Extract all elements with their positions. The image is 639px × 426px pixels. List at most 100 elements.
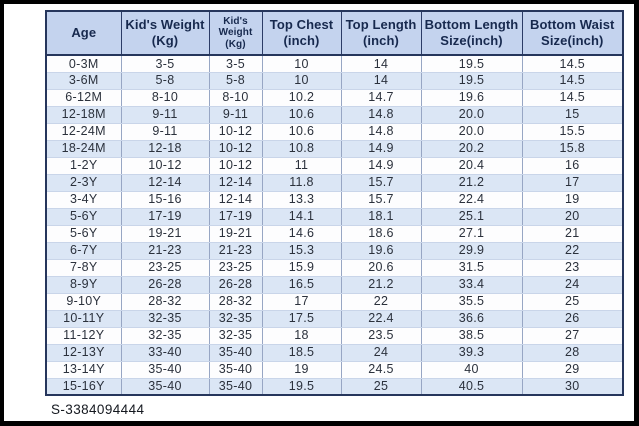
table-cell: 14.8 xyxy=(340,123,421,141)
table-row: 11-12Y 32-35 32-35 18 23.5 38.5 27 xyxy=(45,327,623,345)
table-cell: 18.5 xyxy=(261,344,341,362)
table-cell: 11-12Y xyxy=(45,327,121,345)
table-cell: 23.5 xyxy=(340,327,421,345)
table-cell: 20.2 xyxy=(420,140,522,158)
table-cell: 12-18 xyxy=(120,140,209,158)
table-cell: 21-23 xyxy=(208,242,262,260)
table-cell: 40 xyxy=(420,361,522,379)
table-cell: 0-3M xyxy=(45,55,121,73)
table-cell: 13-14Y xyxy=(45,361,121,379)
table-cell: 10.8 xyxy=(261,140,341,158)
table-cell: 32-35 xyxy=(208,310,262,328)
table-cell: 3-4Y xyxy=(45,191,121,209)
table-cell: 28 xyxy=(521,344,623,362)
table-cell: 9-11 xyxy=(208,106,262,124)
header-row: Age Kid's Weight (Kg) Kid's Weight (Kg) Top Ch… xyxy=(46,11,623,56)
table-cell: 1-2Y xyxy=(45,157,121,175)
table-cell: 13.3 xyxy=(261,191,341,209)
table-cell: 25.1 xyxy=(420,208,522,226)
table-row: 18-24M 12-18 10-12 10.8 14.9 20.2 15.8 xyxy=(45,140,623,158)
table-cell: 32-35 xyxy=(120,310,209,328)
table-cell: 19-21 xyxy=(120,225,209,243)
table-cell: 27 xyxy=(521,327,623,345)
table-cell: 28-32 xyxy=(208,293,262,311)
table-cell: 5-8 xyxy=(208,72,262,90)
table-cell: 19.6 xyxy=(340,242,421,260)
table-cell: 18.1 xyxy=(340,208,421,226)
table-cell: 14.9 xyxy=(340,140,421,158)
table-cell: 20.0 xyxy=(420,106,522,124)
table-cell: 24.5 xyxy=(340,361,421,379)
table-cell: 10-12 xyxy=(208,140,262,158)
table-cell: 18.6 xyxy=(340,225,421,243)
table-cell: 36.6 xyxy=(420,310,522,328)
table-cell: 17-19 xyxy=(120,208,209,226)
table-cell: 35.5 xyxy=(420,293,522,311)
table-cell: 5-6Y xyxy=(45,225,121,243)
table-cell: 10.2 xyxy=(261,89,341,107)
table-cell: 38.5 xyxy=(420,327,522,345)
table-row: 8-9Y 26-28 26-28 16.5 21.2 33.4 24 xyxy=(45,276,623,294)
table-cell: 11 xyxy=(261,157,341,175)
table-cell: 5-8 xyxy=(120,72,209,90)
table-cell: 27.1 xyxy=(420,225,522,243)
table-cell: 28-32 xyxy=(120,293,209,311)
table-row: 13-14Y 35-40 35-40 19 24.5 40 29 xyxy=(45,361,623,379)
table-cell: 9-10Y xyxy=(45,293,121,311)
table-cell: 8-9Y xyxy=(45,276,121,294)
column-header-4: Top Chest (inch) xyxy=(261,11,341,56)
column-header-2: Kid's Weight (Kg) xyxy=(120,11,209,56)
table-cell: 19-21 xyxy=(208,225,262,243)
table-cell: 14.6 xyxy=(261,225,341,243)
table-cell: 17 xyxy=(521,174,623,192)
table-row: 2-3Y 12-14 12-14 11.8 15.7 21.2 17 xyxy=(45,174,623,192)
table-cell: 16 xyxy=(521,157,623,175)
table-cell: 12-14 xyxy=(208,191,262,209)
table-cell: 23 xyxy=(521,259,623,277)
table-cell: 19.5 xyxy=(420,72,522,90)
table-cell: 19.5 xyxy=(261,378,341,395)
table-cell: 23-25 xyxy=(208,259,262,277)
table-cell: 32-35 xyxy=(208,327,262,345)
table-cell: 3-5 xyxy=(208,55,262,73)
table-cell: 9-11 xyxy=(120,106,209,124)
table-cell: 10 xyxy=(261,55,341,73)
table-row: 1-2Y 10-12 10-12 11 14.9 20.4 16 xyxy=(45,157,623,175)
table-cell: 21.2 xyxy=(340,276,421,294)
table-cell: 26 xyxy=(521,310,623,328)
table-cell: 15.7 xyxy=(340,174,421,192)
table-cell: 3-6M xyxy=(45,72,121,90)
table-cell: 10 xyxy=(261,72,341,90)
table-cell: 11.8 xyxy=(261,174,341,192)
table-cell: 12-14 xyxy=(120,174,209,192)
table-cell: 14 xyxy=(340,72,421,90)
table-cell: 29.9 xyxy=(420,242,522,260)
table-cell: 33.4 xyxy=(420,276,522,294)
table-row: 12-24M 9-11 10-12 10.6 14.8 20.0 15.5 xyxy=(45,123,623,141)
table-cell: 25 xyxy=(521,293,623,311)
chart-sheet: Age Kid's Weight (Kg) Kid's Weight (Kg) Top Ch… xyxy=(4,4,634,421)
table-cell: 15.3 xyxy=(261,242,341,260)
table-cell: 19 xyxy=(521,191,623,209)
table-cell: 6-12M xyxy=(45,89,121,107)
table-cell: 20.0 xyxy=(420,123,522,141)
table-cell: 26-28 xyxy=(120,276,209,294)
column-header-6: Bottom Length Size(inch) xyxy=(420,11,522,56)
table-row: 10-11Y 32-35 32-35 17.5 22.4 36.6 26 xyxy=(45,310,623,328)
table-cell: 18 xyxy=(261,327,341,345)
table-cell: 29 xyxy=(521,361,623,379)
table-cell: 35-40 xyxy=(208,378,262,395)
table-cell: 26-28 xyxy=(208,276,262,294)
table-cell: 35-40 xyxy=(120,378,209,395)
table-cell: 16.5 xyxy=(261,276,341,294)
column-header-5: Top Length (inch) xyxy=(340,11,421,56)
table-cell: 20 xyxy=(521,208,623,226)
table-cell: 12-24M xyxy=(45,123,121,141)
table-cell: 20.6 xyxy=(340,259,421,277)
table-row: 12-13Y 33-40 35-40 18.5 24 39.3 28 xyxy=(45,344,623,362)
table-cell: 35-40 xyxy=(208,344,262,362)
table-cell: 15.9 xyxy=(261,259,341,277)
table-cell: 23-25 xyxy=(120,259,209,277)
table-row: 15-16Y 35-40 35-40 19.5 25 40.5 30 xyxy=(45,378,623,395)
table-row: 9-10Y 28-32 28-32 17 22 35.5 25 xyxy=(45,293,623,311)
